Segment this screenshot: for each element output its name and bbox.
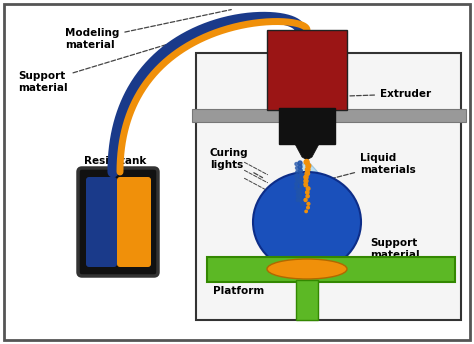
Circle shape [296, 179, 299, 182]
Circle shape [295, 174, 298, 178]
Circle shape [298, 165, 302, 169]
Circle shape [300, 200, 302, 202]
Text: Liquid
materials: Liquid materials [333, 153, 416, 178]
Circle shape [299, 169, 302, 172]
FancyBboxPatch shape [117, 177, 151, 267]
FancyBboxPatch shape [78, 168, 158, 276]
Circle shape [301, 204, 303, 206]
Circle shape [299, 196, 302, 198]
Text: Support
material: Support material [363, 238, 419, 264]
Circle shape [298, 161, 302, 165]
Polygon shape [307, 160, 355, 214]
Circle shape [295, 162, 298, 165]
Circle shape [296, 198, 299, 202]
Circle shape [299, 180, 302, 184]
Polygon shape [259, 160, 307, 214]
Circle shape [299, 173, 303, 176]
Text: Resin tank: Resin tank [84, 156, 146, 166]
Circle shape [295, 183, 298, 185]
Circle shape [296, 191, 300, 194]
Circle shape [304, 179, 308, 183]
Circle shape [304, 183, 308, 187]
Bar [207, 257, 455, 282]
Circle shape [300, 184, 303, 187]
Text: Curing
lights: Curing lights [210, 148, 263, 178]
Circle shape [305, 210, 307, 213]
Circle shape [299, 192, 302, 195]
Circle shape [307, 202, 310, 205]
Circle shape [306, 163, 311, 168]
Circle shape [299, 188, 301, 191]
Circle shape [305, 167, 310, 172]
Circle shape [305, 171, 310, 175]
Circle shape [304, 198, 307, 202]
Circle shape [296, 194, 300, 197]
Circle shape [296, 171, 299, 173]
Circle shape [304, 175, 308, 179]
Ellipse shape [267, 259, 347, 279]
Text: Support
material: Support material [18, 43, 173, 93]
Ellipse shape [253, 172, 361, 272]
Bar [279, 108, 335, 144]
Circle shape [295, 166, 299, 170]
Bar [196, 53, 461, 320]
Text: Extruder: Extruder [350, 89, 431, 99]
Bar [296, 280, 318, 320]
FancyBboxPatch shape [86, 177, 117, 267]
Circle shape [306, 191, 309, 194]
Circle shape [306, 187, 310, 190]
Text: Modeling
material: Modeling material [65, 10, 231, 50]
Bar [267, 30, 347, 110]
Circle shape [295, 186, 298, 190]
Text: Platform: Platform [213, 286, 264, 296]
Circle shape [307, 206, 310, 209]
Circle shape [299, 176, 302, 180]
Bar [192, 109, 466, 122]
Circle shape [304, 160, 309, 164]
Polygon shape [295, 144, 319, 160]
Circle shape [306, 195, 309, 198]
